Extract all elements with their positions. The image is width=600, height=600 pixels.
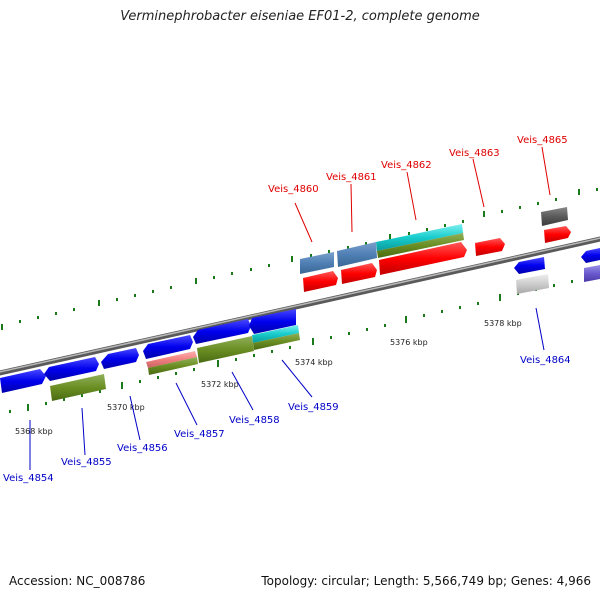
- gene-arrow-blue-3[interactable]: [101, 348, 139, 369]
- gene-arrow-veis-4865-red[interactable]: [544, 226, 571, 243]
- gene-arrow-veis-4858[interactable]: [197, 336, 254, 363]
- gene-arrow-veis-4861-steel[interactable]: [337, 242, 377, 267]
- genome-stats: Topology: circular; Length: 5,566,749 bp…: [261, 574, 591, 588]
- gene-arrow-veis-4863[interactable]: [475, 238, 505, 256]
- gene-label-veis-4862[interactable]: Veis_4862: [381, 160, 432, 171]
- gene-arrow-blue-edge[interactable]: [581, 248, 600, 263]
- gene-arrow-veis-4862-cyan[interactable]: [376, 224, 463, 251]
- scale-label-5376: 5376 kbp: [390, 338, 428, 347]
- genome-backbone: [0, 236, 600, 376]
- gene-label-veis-4855[interactable]: Veis_4855: [61, 457, 112, 468]
- gene-arrow-veis-4860-red[interactable]: [303, 271, 338, 292]
- gene-arrow-blue-6[interactable]: [249, 309, 296, 334]
- gene-arrow-veis-4862-red[interactable]: [379, 242, 467, 275]
- scale-ticks: [1, 188, 598, 413]
- gene-arrow-veis-4857-olive[interactable]: [148, 357, 198, 375]
- gene-label-veis-4858[interactable]: Veis_4858: [229, 415, 280, 426]
- accession-label: Accession: NC_008786: [9, 574, 146, 588]
- scale-label-5374: 5374 kbp: [295, 358, 333, 367]
- gene-arrow-veis-4861-red[interactable]: [341, 263, 377, 284]
- gene-label-veis-4860[interactable]: Veis_4860: [268, 184, 319, 195]
- gene-arrow-veis-4864-gray[interactable]: [516, 274, 549, 294]
- gene-arrow-blue-2[interactable]: [44, 357, 99, 381]
- gene-arrow-veis-4865-gray[interactable]: [541, 207, 568, 226]
- forward-strand-genes: [300, 207, 571, 292]
- scale-label-5372: 5372 kbp: [201, 380, 239, 389]
- gene-label-veis-4856[interactable]: Veis_4856: [117, 443, 168, 454]
- scale-label-5370: 5370 kbp: [107, 403, 145, 412]
- gene-arrow-veis-4864-blue[interactable]: [514, 257, 545, 274]
- gene-arrow-purple-edge[interactable]: [584, 265, 600, 282]
- gene-arrow-veis-4860-steel[interactable]: [300, 252, 334, 274]
- gene-arrow-veis-4854[interactable]: [0, 369, 46, 393]
- gene-label-veis-4864[interactable]: Veis_4864: [520, 355, 571, 366]
- genome-title: Verminephrobacter eiseniae EF01-2, compl…: [120, 9, 480, 24]
- label-leaders: [29, 146, 551, 470]
- gene-label-veis-4863[interactable]: Veis_4863: [449, 148, 500, 159]
- gene-arrow-blue-4[interactable]: [143, 335, 193, 359]
- scale-label-5378: 5378 kbp: [484, 319, 522, 328]
- scale-label-5368: 5368 kbp: [15, 427, 53, 436]
- gene-label-veis-4854[interactable]: Veis_4854: [3, 473, 54, 484]
- gene-arrow-veis-4862-olive[interactable]: [377, 233, 464, 258]
- reverse-strand-genes: [0, 248, 600, 401]
- gene-arrow-veis-4857-pink[interactable]: [146, 351, 197, 368]
- gene-arrow-veis-4859-olive[interactable]: [253, 333, 300, 350]
- gene-arrow-veis-4859-cyan[interactable]: [252, 325, 299, 343]
- gene-arrow-blue-5[interactable]: [193, 319, 251, 344]
- gene-label-veis-4857[interactable]: Veis_4857: [174, 429, 225, 440]
- gene-label-veis-4861[interactable]: Veis_4861: [326, 172, 377, 183]
- gene-arrow-veis-4855[interactable]: [50, 374, 106, 401]
- gene-label-veis-4865[interactable]: Veis_4865: [517, 135, 568, 146]
- gene-label-veis-4859[interactable]: Veis_4859: [288, 402, 339, 413]
